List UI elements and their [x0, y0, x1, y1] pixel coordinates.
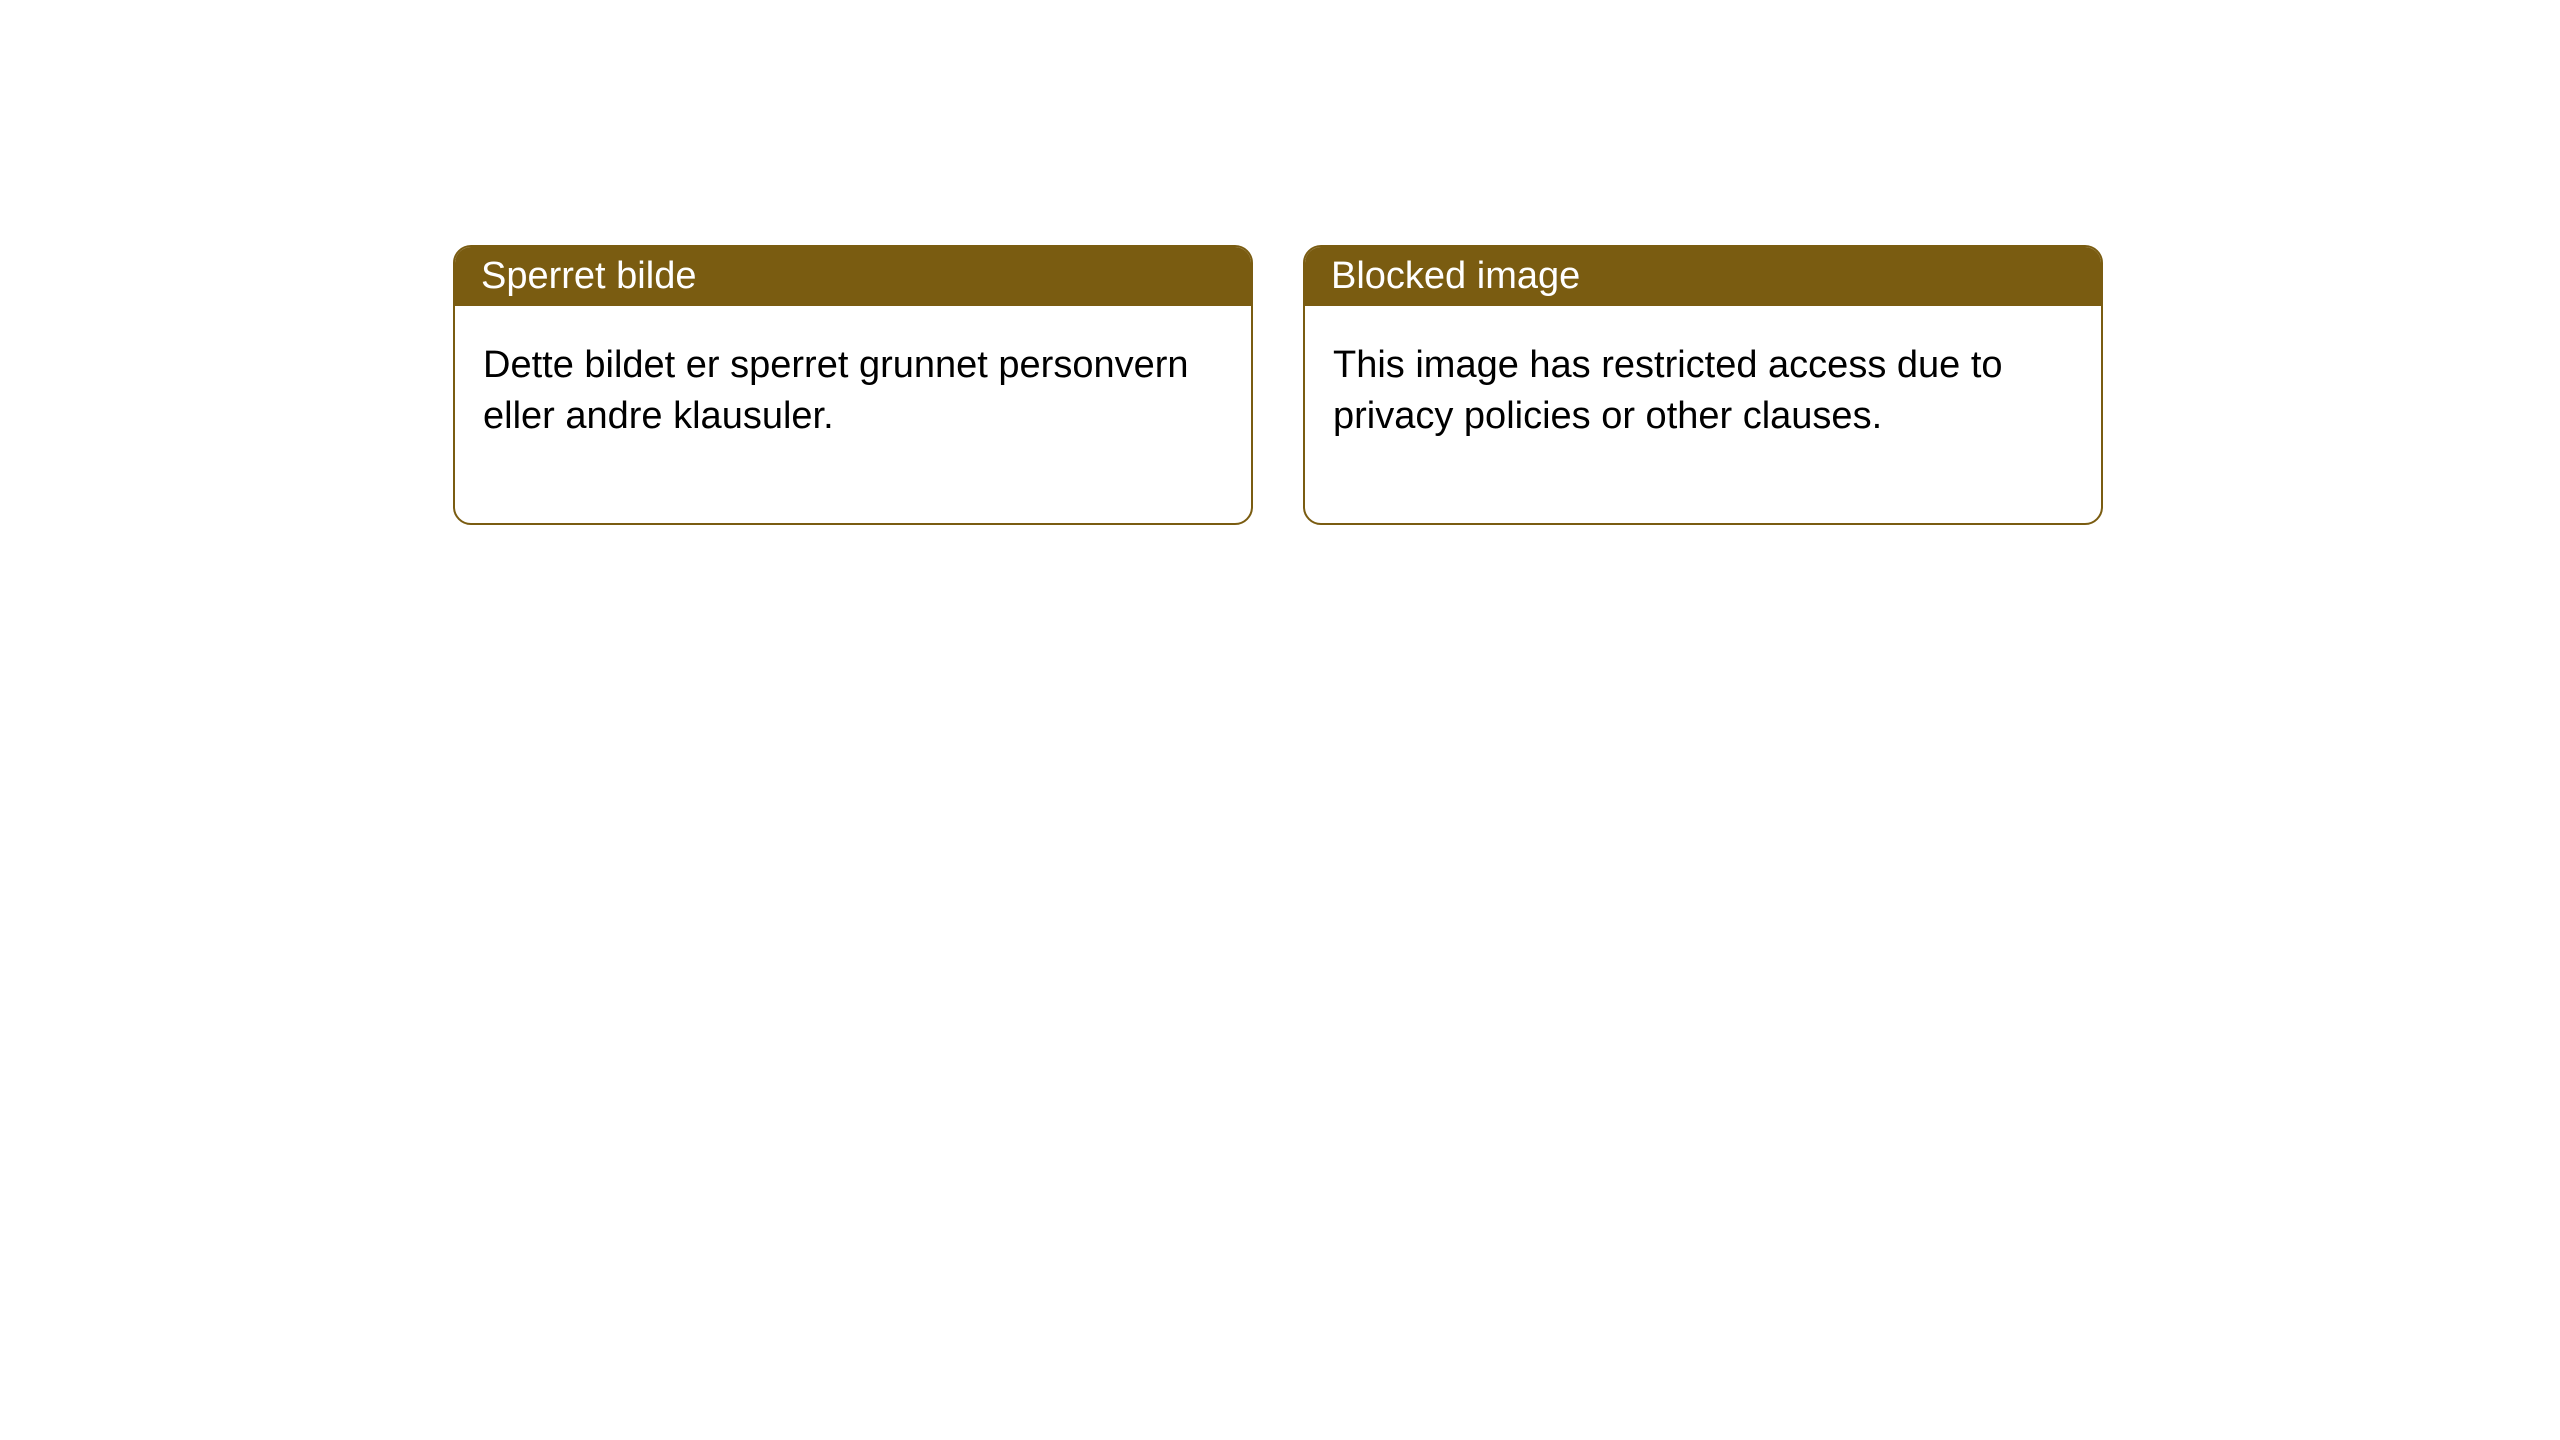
cards-container: Sperret bilde Dette bildet er sperret gr… [0, 0, 2560, 525]
card-text-no: Dette bildet er sperret grunnet personve… [483, 344, 1189, 437]
card-text-en: This image has restricted access due to … [1333, 344, 2003, 437]
card-header-en: Blocked image [1305, 247, 2101, 306]
blocked-image-card-no: Sperret bilde Dette bildet er sperret gr… [453, 245, 1253, 525]
card-title-en: Blocked image [1331, 255, 1580, 297]
card-header-no: Sperret bilde [455, 247, 1251, 306]
blocked-image-card-en: Blocked image This image has restricted … [1303, 245, 2103, 525]
card-body-en: This image has restricted access due to … [1305, 306, 2101, 523]
card-body-no: Dette bildet er sperret grunnet personve… [455, 306, 1251, 523]
card-title-no: Sperret bilde [481, 255, 696, 297]
